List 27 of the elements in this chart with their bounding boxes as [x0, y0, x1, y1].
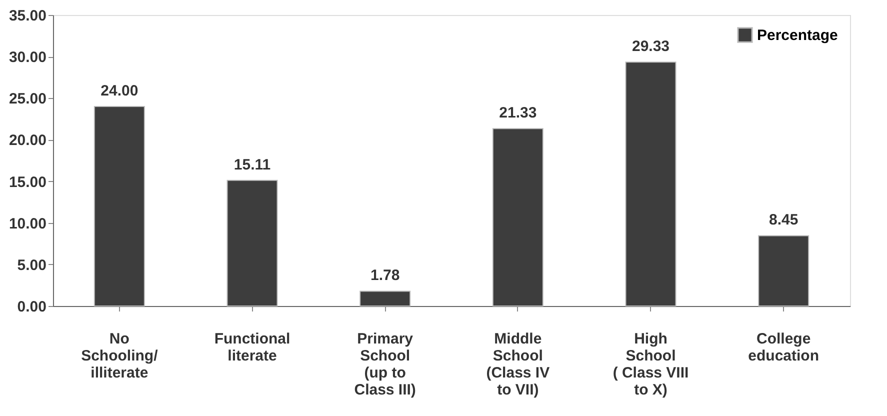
- y-tick-label: 5.00: [17, 256, 46, 274]
- y-tick-label: 20.00: [8, 132, 46, 150]
- bar: [360, 290, 411, 306]
- data-label: 21.33: [499, 104, 537, 122]
- data-label: 8.45: [768, 212, 798, 229]
- y-tick-label: 10.00: [8, 215, 46, 232]
- bar: [625, 62, 676, 306]
- legend-label: Percentage: [757, 27, 838, 44]
- data-label: 24.00: [100, 82, 138, 100]
- x-tick-label: Primary School (up to Class III): [354, 330, 416, 398]
- bar: [758, 235, 810, 306]
- y-tick-label: 30.00: [8, 49, 46, 66]
- y-tick-label: 25.00: [8, 90, 46, 108]
- data-label: 15.11: [234, 156, 271, 174]
- bar: [226, 180, 278, 306]
- x-tick-label: Middle School (Class IV to VII): [486, 330, 550, 398]
- data-label: 29.33: [632, 38, 670, 56]
- data-label: 1.78: [370, 267, 400, 284]
- bar: [94, 106, 145, 306]
- y-tick-label: 15.00: [8, 174, 46, 191]
- x-tick-label: No Schooling/ illiterate: [81, 330, 159, 382]
- x-tick-label: Functional literate: [214, 330, 290, 364]
- x-tick-label: College education: [748, 330, 820, 364]
- y-tick-label: 35.00: [8, 8, 46, 24]
- x-tick-label: High School ( Class VIII to X): [612, 330, 689, 398]
- y-tick-label: 0.00: [17, 298, 46, 316]
- bar: [492, 128, 544, 306]
